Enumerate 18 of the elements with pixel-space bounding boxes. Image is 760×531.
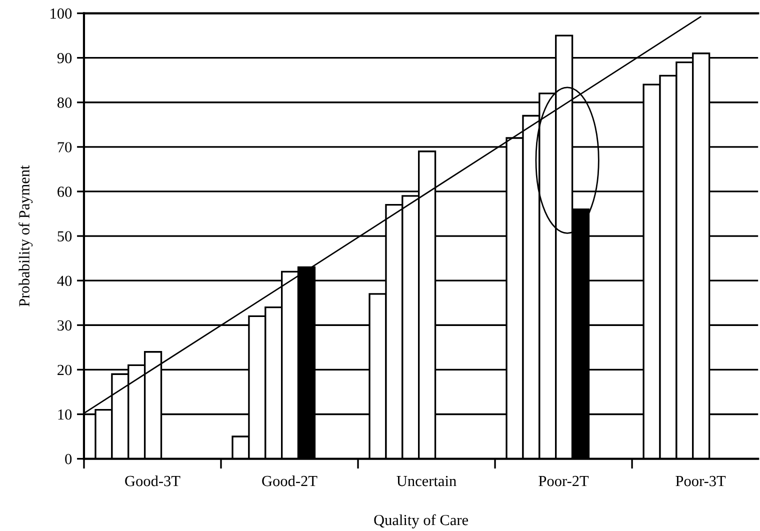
y-tick-label: 10 — [58, 409, 72, 420]
x-tick-label: Uncertain — [396, 476, 456, 486]
y-tick-label: 50 — [58, 231, 72, 242]
x-tick-label: Poor-2T — [538, 476, 589, 486]
x-tick-label: Good-3T — [125, 475, 180, 486]
x-axis-title: Quality of Care — [374, 514, 468, 528]
y-tick-label: 100 — [50, 8, 72, 19]
y-tick-label: 40 — [57, 276, 72, 286]
y-tick-label: 30 — [58, 320, 72, 331]
x-tick-label: Poor-3T — [676, 476, 726, 486]
x-tick-label: Good-2T — [262, 475, 318, 486]
y-tick-label: 90 — [57, 52, 72, 64]
y-tick-label: 70 — [58, 142, 72, 152]
y-tick-label: 60 — [58, 186, 72, 197]
y-axis-title: Probability of Payment — [18, 165, 33, 306]
y-tick-label: 20 — [58, 364, 72, 376]
y-tick-label: 0 — [65, 454, 72, 464]
y-tick-label: 80 — [57, 98, 72, 108]
